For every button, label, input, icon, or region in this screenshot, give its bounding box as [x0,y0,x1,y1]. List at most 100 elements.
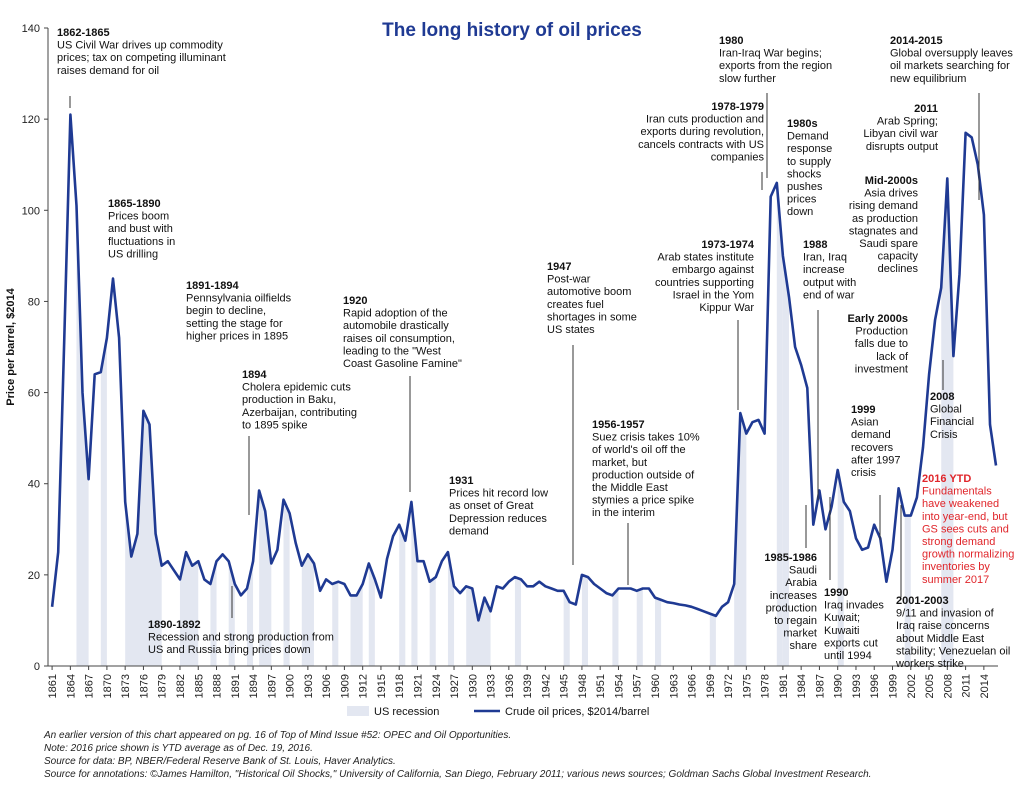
annotation-text: oil markets searching for [890,60,1010,72]
annotation-text: demand [851,429,891,441]
recession-band [782,114,789,666]
annotation-text: US states [547,324,595,336]
annotation-text: recovers [851,442,894,454]
y-tick-label: 0 [34,661,40,673]
legend-swatch [347,706,369,716]
annotation-text: end of war [803,289,855,301]
annotation-text: about Middle East [896,633,984,645]
annotation-text: Suez crisis takes 10% [592,432,700,444]
annotation-text: Arab states institute [657,252,754,264]
annotation-text: disrupts output [866,141,938,153]
recession-band [259,114,272,666]
annotation-text: to 1895 spike [242,419,307,431]
annotation-text: rising demand [849,200,918,212]
annotation-title: 1920 [343,295,367,307]
x-tick-label: 1909 [339,674,351,698]
annotation-title: 1988 [803,239,827,251]
y-tick-label: 20 [28,570,40,582]
annotation-text: shocks [787,168,822,180]
annotation-text: investment [855,363,908,375]
x-tick-label: 1984 [796,674,808,698]
annotation-text: market, but [592,457,647,469]
footnote: Source for data: BP, NBER/Federal Reserv… [44,756,396,767]
annotation-text: GS sees cuts and [922,523,1009,535]
annotation-text: Iran-Iraq War begins; [719,48,822,60]
annotation-text: slow further [719,73,776,85]
annotation-text: Iraq invades [824,600,884,612]
annotation-title: 1894 [242,369,267,381]
annotation-title: 1865-1890 [108,198,161,210]
x-tick-label: 1879 [157,674,169,698]
annotation-text: US Civil War drives up commodity [57,40,223,52]
annotation-text: demand [449,525,489,537]
annotation-text: into year-end, but [922,511,1008,523]
annotation-text: lack of [876,351,909,363]
x-tick-label: 1915 [376,674,388,698]
annotation-text: 9/11 and invasion of [896,608,995,620]
annotation-text: production outside of [592,469,695,481]
annotation-text: Depression reduces [449,513,547,525]
annotation-text: companies [711,151,765,163]
footnote: An earlier version of this chart appeare… [43,730,511,741]
recession-band [581,114,589,666]
annotation-text: Fundamentals [922,486,992,498]
legend-label: Crude oil prices, $2014/barrel [505,706,649,718]
annotation-text: begin to decline, [186,305,266,317]
annotation-text: production [766,602,817,614]
annotation-text: Post-war [547,274,591,286]
annotation-text: prices [787,194,817,206]
x-tick-label: 2008 [942,674,954,698]
annotation-text: Recession and strong production from [148,632,334,644]
annotation-text: of world's oil off the [592,444,686,456]
annotation-text: production in Baku, [242,394,336,406]
recession-band [636,114,643,666]
annotation-text: Azerbaijan, contributing [242,407,357,419]
annotation-text: fluctuations in [108,236,175,248]
annotation-text: Asia drives [864,188,918,200]
x-tick-label: 1882 [175,674,187,698]
x-tick-label: 1873 [120,674,132,698]
x-tick-label: 1987 [814,674,826,698]
annotation-text: the Middle East [592,482,668,494]
x-tick-label: 1897 [266,674,278,698]
annotation-text: as production [852,213,918,225]
x-tick-label: 1903 [303,674,315,698]
annotation-text: Global [930,404,962,416]
annotation-title: 1973-1974 [701,239,754,251]
annotation-text: setting the stage for [186,318,283,330]
annotation-title: 2011 [914,103,938,115]
x-tick-label: 1888 [212,674,224,698]
x-tick-label: 1900 [285,674,297,698]
y-tick-label: 40 [28,479,40,491]
annotation-text: Prices hit record low [449,488,548,500]
x-tick-label: 1885 [193,674,205,698]
chart-title: The long history of oil prices [382,20,642,41]
annotation-text: Kuwait; [824,612,860,624]
annotation-text: Financial [930,416,974,428]
annotation-text: embargo against [672,264,754,276]
x-tick-label: 1930 [467,674,479,698]
y-axis-label: Price per barrel, $2014 [5,287,17,405]
annotation-text: response [787,143,832,155]
x-tick-label: 1969 [705,674,717,698]
x-tick-label: 2011 [961,674,973,698]
y-tick-label: 120 [22,114,40,126]
annotation-title: Early 2000s [847,313,908,325]
annotation-title: 1947 [547,261,571,273]
annotation-title: 1956-1957 [592,419,645,431]
annotation-text: shortages in some [547,311,637,323]
annotation-text: prices; tax on competing illuminant [57,52,226,64]
annotation-title: 1980s [787,118,818,130]
recession-band [125,114,162,666]
annotation-text: exports from the region [719,60,832,72]
annotation-text: Saudi spare [859,238,918,250]
annotation-text: output with [803,277,856,289]
annotation-title: Mid-2000s [865,175,918,187]
annotation-title: 1931 [449,475,473,487]
x-tick-label: 1999 [888,674,900,698]
x-tick-label: 1876 [138,674,150,698]
annotation-text: Libyan civil war [863,128,938,140]
y-tick-label: 100 [22,205,40,217]
x-tick-label: 1948 [577,674,589,698]
x-tick-label: 1957 [632,674,644,698]
